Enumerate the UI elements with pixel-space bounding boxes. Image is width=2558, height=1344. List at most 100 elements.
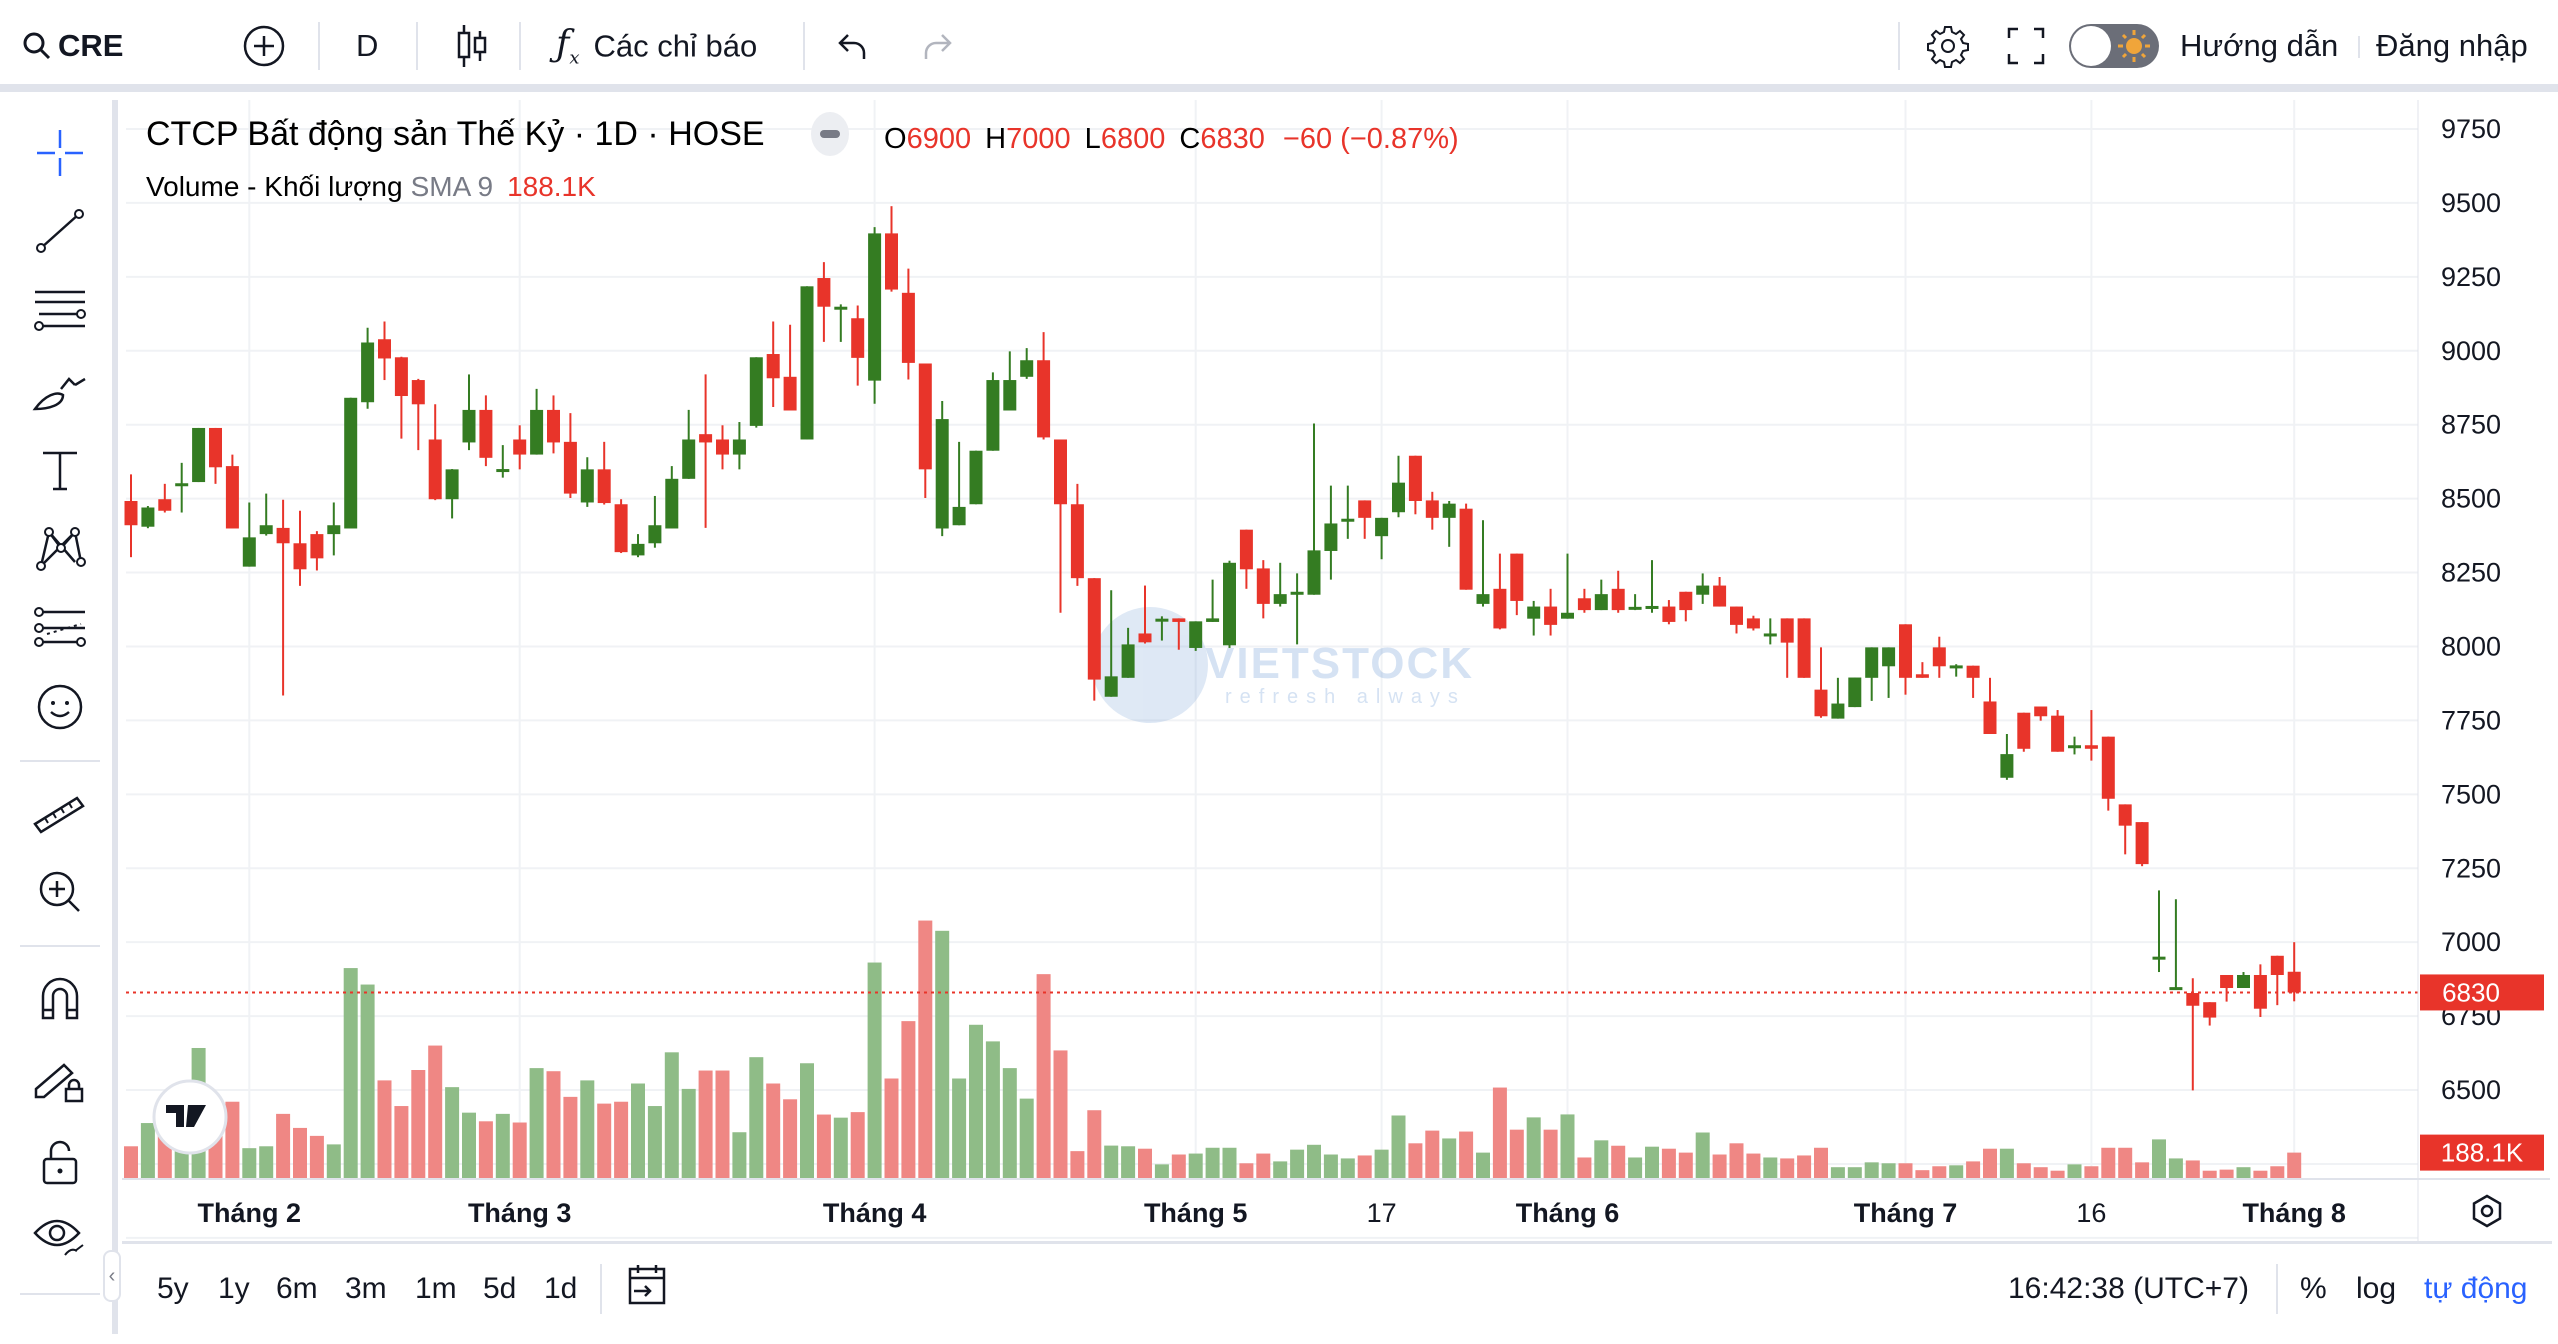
volume-bar	[698, 1070, 713, 1178]
guide-link[interactable]: Hướng dẫn	[2180, 28, 2338, 64]
top-toolbar: CRE D ƒx Các chỉ báo Hướng dẫn Đăng nhập	[0, 0, 2558, 92]
log-scale-toggle[interactable]: log	[2356, 1272, 2397, 1305]
candle-body	[682, 439, 696, 479]
volume-bar	[918, 920, 933, 1178]
candle-body	[1527, 606, 1541, 619]
candle	[1307, 423, 1321, 595]
candle	[665, 466, 679, 529]
last-volume-badge	[2420, 1134, 2544, 1171]
trend-line-tool[interactable]	[30, 201, 90, 261]
volume-bar	[2185, 1160, 2200, 1178]
auto-scale-toggle[interactable]: tự động	[2424, 1272, 2528, 1305]
candle	[1189, 621, 1203, 651]
volume-bar	[1408, 1143, 1423, 1178]
magnet-tool[interactable]	[30, 969, 90, 1029]
time-axis[interactable]: Tháng 2 Tháng 3 Tháng 4 Tháng 5 17 Tháng 6 Thá…	[198, 1198, 2346, 1228]
interval-button[interactable]: D	[356, 28, 378, 64]
candle	[699, 374, 713, 528]
candle-body	[2135, 822, 2149, 865]
interval-label: D	[356, 28, 379, 63]
range-button-5d[interactable]: 5d	[483, 1272, 517, 1305]
zoom-in-tool[interactable]	[30, 862, 90, 922]
hide-drawings-tool[interactable]	[30, 1206, 90, 1266]
volume-bar	[1797, 1155, 1812, 1178]
undo-button[interactable]	[836, 31, 870, 61]
search-icon	[23, 32, 51, 60]
candle	[1915, 662, 1929, 678]
candle-body	[766, 354, 780, 379]
percent-scale-toggle[interactable]: %	[2300, 1272, 2327, 1305]
price-tick-label: 6500	[2441, 1075, 2501, 1105]
candle-body	[563, 441, 577, 494]
volume-bar	[1763, 1157, 1778, 1178]
crosshair-tool[interactable]	[30, 123, 90, 183]
function-icon: ƒx	[556, 23, 580, 69]
lock-all-tool[interactable]	[30, 1132, 90, 1192]
candle	[2034, 706, 2048, 721]
volume-bar	[1847, 1167, 1862, 1178]
time-tick-label: Tháng 5	[1144, 1198, 1248, 1228]
candle-body	[1138, 633, 1152, 643]
range-button-3m[interactable]: 3m	[345, 1272, 387, 1305]
divider	[416, 22, 418, 70]
tradingview-logo[interactable]	[152, 1079, 228, 1155]
volume-bar	[1222, 1147, 1237, 1178]
price-chart[interactable]: VIETSTOCK refresh always 9750 9500 9250 900…	[122, 100, 2558, 1334]
candle-body	[530, 409, 544, 455]
collapse-toolbar-button[interactable]: ‹	[103, 1250, 121, 1302]
range-button-6m[interactable]: 6m	[276, 1272, 318, 1305]
compare-add-button[interactable]	[242, 24, 286, 68]
collapse-legend-button[interactable]	[811, 112, 849, 156]
pattern-tool[interactable]	[30, 517, 90, 577]
time-tick-label: Tháng 2	[198, 1198, 302, 1228]
candle-body	[479, 409, 493, 458]
candle	[1155, 616, 1169, 641]
candle	[834, 304, 848, 342]
candle-body	[1662, 606, 1676, 622]
measure-tool[interactable]	[30, 783, 90, 843]
candle-body	[1797, 618, 1811, 678]
parallel-lines-tool[interactable]	[30, 279, 90, 339]
fullscreen-button[interactable]	[2006, 26, 2046, 66]
forecast-tool[interactable]	[30, 597, 90, 657]
candle-body	[935, 419, 949, 529]
time-axis-settings-button[interactable]	[2472, 1194, 2502, 1228]
price-tick-label: 9000	[2441, 336, 2501, 366]
candle	[580, 457, 594, 507]
candle-body	[225, 466, 239, 529]
chart-type-button[interactable]	[456, 23, 488, 69]
candle-body	[952, 506, 966, 526]
login-link[interactable]: Đăng nhập	[2376, 28, 2528, 64]
candle-body	[1730, 606, 1743, 625]
settings-button[interactable]	[1926, 24, 1970, 68]
candle-body	[158, 499, 172, 511]
candle	[597, 441, 611, 505]
divider	[318, 22, 320, 70]
candle	[175, 462, 189, 513]
brush-tool[interactable]	[30, 362, 90, 422]
candle-body	[1848, 677, 1862, 708]
redo-button[interactable]	[920, 31, 954, 61]
candle	[411, 378, 425, 451]
volume-bar	[1678, 1152, 1693, 1178]
candle	[1256, 560, 1270, 619]
range-button-1m[interactable]: 1m	[415, 1272, 457, 1305]
range-button-1d[interactable]: 1d	[544, 1272, 578, 1305]
volume-bar	[1290, 1149, 1305, 1178]
candle-body	[1831, 703, 1845, 719]
symbol-search-button[interactable]: CRE	[22, 28, 123, 64]
emoji-tool[interactable]	[30, 677, 90, 737]
range-button-1y[interactable]: 1y	[218, 1272, 250, 1305]
lock-drawings-tool[interactable]	[30, 1050, 90, 1110]
theme-toggle[interactable]	[2068, 23, 2160, 69]
last-price-label: 6830	[2442, 977, 2500, 1007]
text-tool[interactable]	[30, 440, 90, 500]
range-button-5y[interactable]: 5y	[157, 1272, 189, 1305]
candle-body	[2220, 974, 2234, 989]
indicators-button[interactable]: ƒx Các chỉ báo	[556, 23, 757, 68]
candle-body	[1273, 594, 1287, 604]
volume-bar	[935, 930, 950, 1178]
price-axis[interactable]: 9750 9500 9250 9000 8750 8500 8250 8000 7750 7500…	[2441, 114, 2501, 1105]
candle	[2017, 712, 2031, 752]
go-to-date-button[interactable]	[626, 1263, 668, 1315]
